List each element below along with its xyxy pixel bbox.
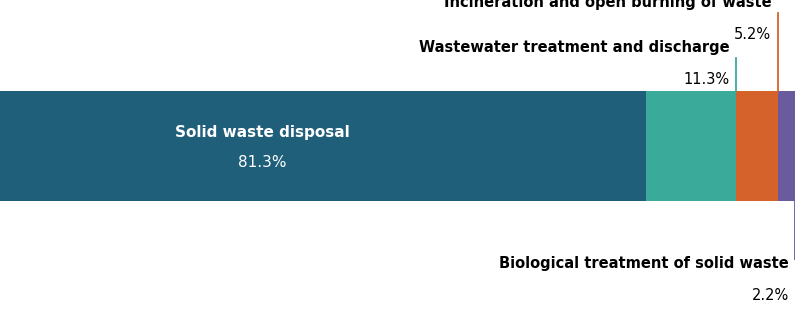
Text: 2.2%: 2.2%	[751, 288, 789, 303]
Bar	[646, 91, 736, 201]
Bar	[0, 91, 646, 201]
Text: 5.2%: 5.2%	[734, 27, 771, 42]
Text: Solid waste disposal: Solid waste disposal	[175, 125, 350, 140]
Text: Wastewater treatment and discharge: Wastewater treatment and discharge	[419, 40, 730, 55]
Bar	[736, 91, 778, 201]
Text: Incineration and open burning of waste: Incineration and open burning of waste	[444, 0, 771, 10]
Bar	[778, 91, 795, 201]
Text: 81.3%: 81.3%	[238, 155, 287, 170]
Text: 11.3%: 11.3%	[684, 73, 730, 87]
Text: Biological treatment of solid waste: Biological treatment of solid waste	[499, 256, 789, 271]
